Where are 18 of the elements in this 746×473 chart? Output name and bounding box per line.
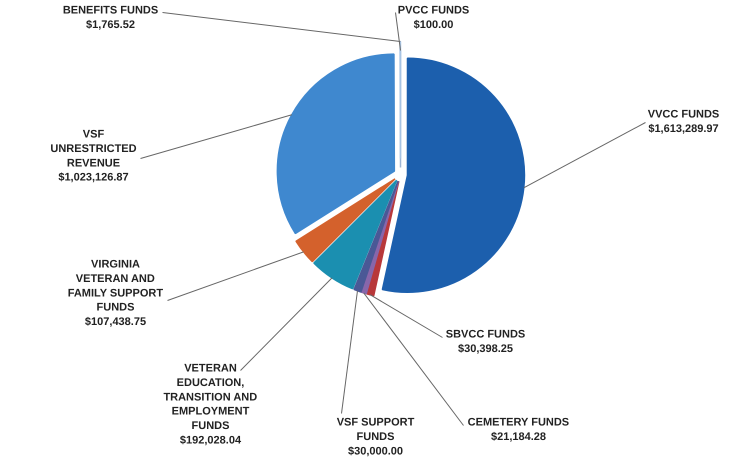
- data-label: $100.00: [414, 18, 454, 31]
- slice-label: VIRGINIA VETERAN AND FAMILY SUPPORT FUNDS: [68, 258, 164, 314]
- slice-label: BENEFITS FUNDS: [62, 4, 158, 16]
- data-label: $30,398.25: [458, 342, 514, 355]
- slice-label: VSF UNRESTRICTED REVENUE: [50, 128, 137, 170]
- data-label: $1,613,289.97: [648, 122, 719, 135]
- data-label: $21,184.28: [490, 430, 546, 443]
- data-label: $192,028.04: [180, 434, 242, 446]
- slice-label: CEMETERY FUNDS: [468, 416, 570, 428]
- slice-label: SBVCC FUNDS: [446, 328, 526, 340]
- data-label: $30,000.00: [348, 445, 404, 458]
- slice-label: PVCC FUNDS: [398, 4, 470, 16]
- slice-label: VVCC FUNDS: [648, 108, 720, 120]
- slice-label: VSF SUPPORT FUNDS: [336, 416, 415, 443]
- data-label: $1,023,126.87: [58, 172, 129, 184]
- data-label: $1,765.52: [86, 18, 135, 31]
- data-label: $107,438.75: [84, 316, 146, 328]
- slice-label: VETERAN EDUCATION, TRANSITION AND EMPLOYMENT FUNDS: [163, 362, 258, 432]
